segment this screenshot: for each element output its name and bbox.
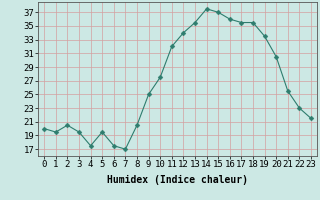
X-axis label: Humidex (Indice chaleur): Humidex (Indice chaleur) bbox=[107, 175, 248, 185]
